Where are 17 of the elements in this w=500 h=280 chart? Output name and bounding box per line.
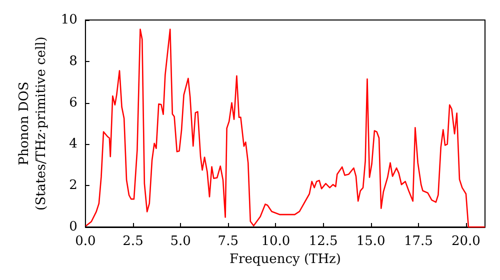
x-tick-label: 15.0 xyxy=(356,234,386,249)
y-tick-label: 8 xyxy=(69,54,78,69)
x-axis-title: Frequency (THz) xyxy=(229,252,341,267)
x-tick-label: 7.5 xyxy=(218,234,238,249)
x-tick-label: 12.5 xyxy=(308,234,338,249)
x-tick-label: 20.0 xyxy=(451,234,480,249)
x-tick-label: 17.5 xyxy=(404,234,433,249)
y-tick-label: 6 xyxy=(69,95,78,110)
x-tick-label: 2.5 xyxy=(122,234,144,249)
x-tick-label: 0.0 xyxy=(75,234,96,249)
x-tick-label: 5.0 xyxy=(170,234,191,249)
y-tick-label: 0 xyxy=(69,220,78,234)
y-tick-label: 2 xyxy=(69,178,78,194)
x-tick-label: 10.0 xyxy=(261,234,290,249)
y-axis-title: Phonon DOS (States/THz·primitive cell) xyxy=(17,36,49,211)
y-tick-label: 10 xyxy=(60,12,78,28)
y-tick-label: 4 xyxy=(69,136,78,152)
